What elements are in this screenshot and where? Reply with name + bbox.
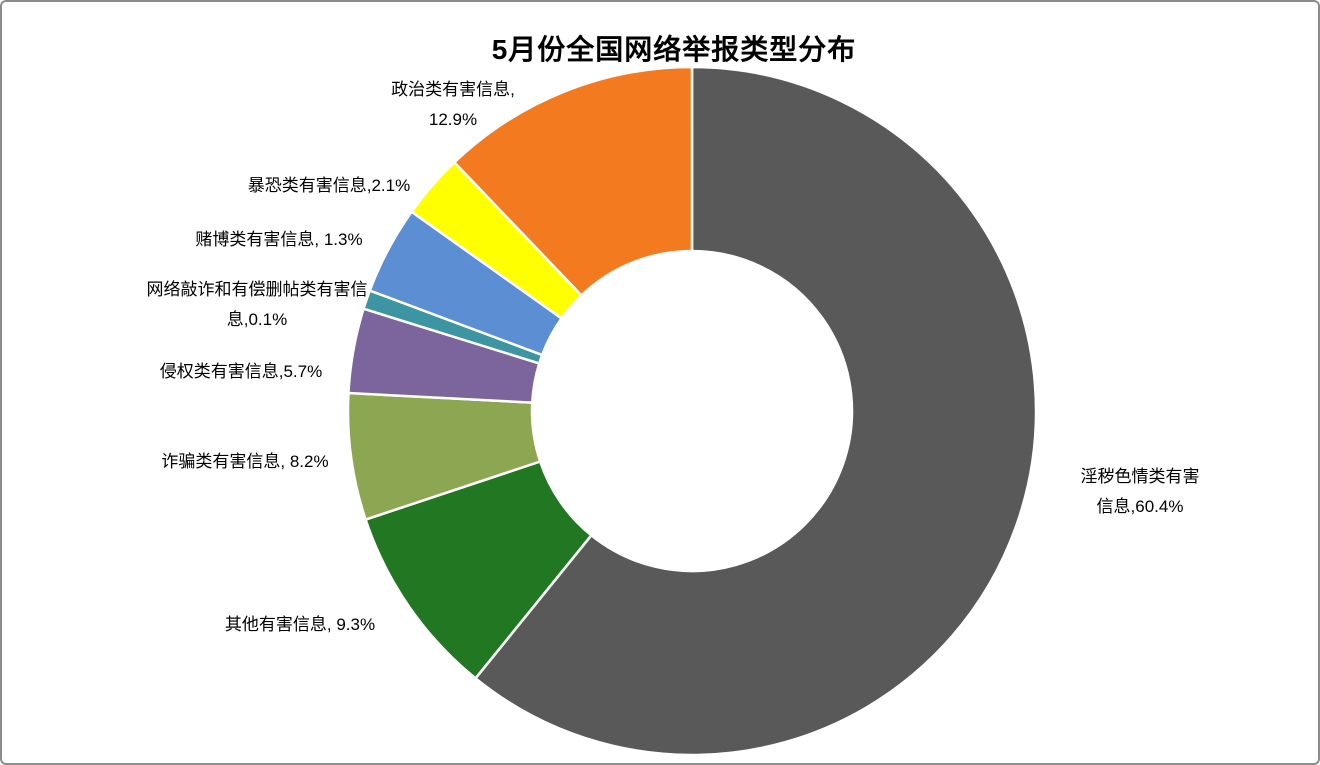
slice-label-7: 政治类有害信息, 12.9% xyxy=(391,80,515,129)
slice-label-5: 赌博类有害信息, 1.3% xyxy=(195,230,363,249)
slice-label-1: 其他有害信息, 9.3% xyxy=(224,615,376,634)
pie-slice-0 xyxy=(474,65,1038,757)
slice-label-6: 暴恐类有害信息,2.1% xyxy=(247,176,411,195)
pie-slice-7 xyxy=(453,65,694,297)
slice-label-2: 诈骗类有害信息, 8.2% xyxy=(161,452,329,471)
slice-label-0: 淫秽色情类有害 信息,60.4% xyxy=(1080,467,1200,516)
chart-title: 5月份全国网络举报类型分布 xyxy=(491,34,857,65)
slice-label-4: 网络敲诈和有偿删帖类有害信 息,0.1% xyxy=(146,280,368,329)
slice-label-3: 侵权类有害信息,5.7% xyxy=(159,362,323,381)
